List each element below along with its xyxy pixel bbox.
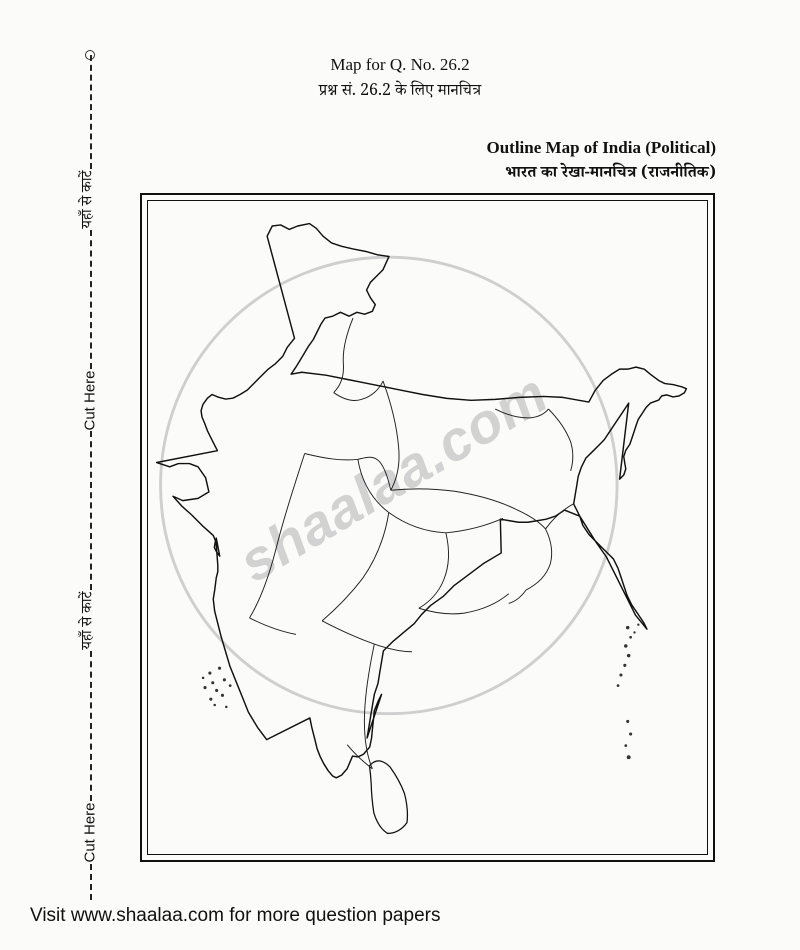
svg-text:shaalaa.com: shaalaa.com <box>228 361 558 594</box>
